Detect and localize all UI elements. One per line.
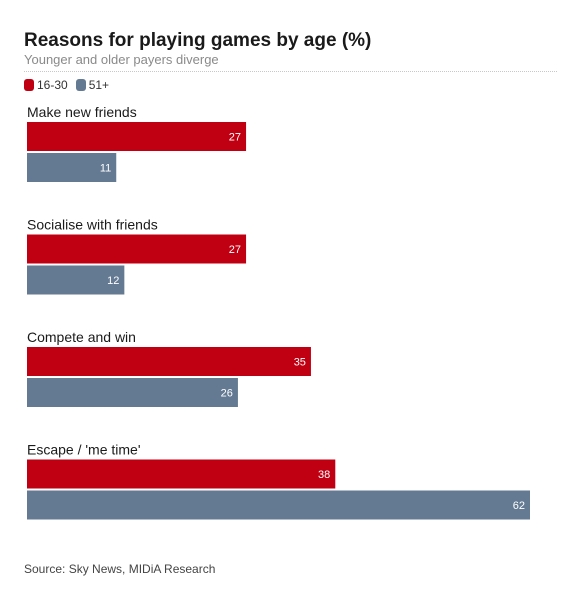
bar-series-2 [27, 265, 125, 295]
category-label: Escape / 'me time' [27, 442, 141, 458]
bar-series-2 [27, 490, 530, 520]
bar-series-2 [27, 153, 117, 182]
category-label: Compete and win [27, 329, 136, 345]
bar-series-2 [27, 378, 238, 407]
legend-label-series-2: 51+ [88, 78, 110, 92]
chart-legend: 16-30 51+ [24, 78, 117, 92]
data-label-series-1: 35 [294, 357, 306, 369]
legend-item-series-2: 51+ [75, 78, 110, 92]
legend-item-series-1: 16-30 [24, 78, 68, 92]
data-label-series-2: 62 [513, 500, 525, 512]
category-label: Make new friends [27, 104, 137, 120]
bar-group-socialise-with-friends: Socialise with friends 27 12 [27, 217, 247, 295]
bar-series-1 [27, 459, 336, 489]
data-label-series-1: 27 [229, 244, 241, 256]
header-divider [24, 71, 557, 72]
chart-subtitle: Younger and older payers diverge [24, 52, 219, 67]
bar-series-1 [27, 347, 311, 376]
source-note: Source: Sky News, MIDiA Research [24, 562, 216, 576]
data-label-series-1: 38 [318, 469, 330, 481]
category-label: Socialise with friends [27, 217, 158, 233]
bar-group-compete-and-win: Compete and win 35 26 [27, 329, 311, 407]
legend-swatch-series-2 [75, 79, 86, 91]
legend-label-series-1: 16-30 [37, 78, 68, 92]
data-label-series-1: 27 [229, 132, 241, 144]
bar-series-1 [27, 122, 247, 151]
bar-group-escape-me-time: Escape / 'me time' 38 62 [27, 442, 530, 520]
chart-title: Reasons for playing games by age (%) [24, 30, 372, 51]
data-label-series-2: 12 [107, 275, 119, 287]
data-label-series-2: 26 [221, 388, 233, 400]
data-label-series-2: 11 [100, 163, 111, 175]
legend-swatch-series-1 [24, 79, 34, 91]
bar-series-1 [27, 234, 247, 264]
bar-group-make-new-friends: Make new friends 27 11 [27, 104, 247, 182]
